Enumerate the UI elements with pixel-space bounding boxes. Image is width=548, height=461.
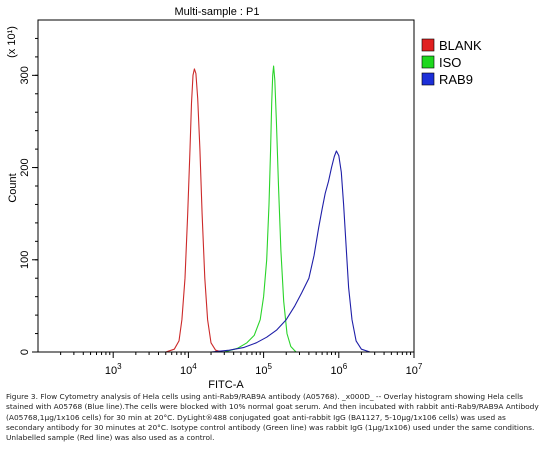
x-tick-exponent: 7 [418,362,423,371]
series-line-blank [165,68,223,353]
y-tick-label: 0 [19,349,31,355]
legend-label: RAB9 [439,72,473,87]
y-tick-label: 300 [19,66,31,84]
x-tick-base: 10 [255,365,267,377]
y-tick-label: 200 [19,158,31,176]
x-tick-label: 105 [255,362,272,377]
x-tick-base: 10 [105,365,117,377]
chart-legend: BLANK ISO RAB9 [421,38,482,87]
series-line-iso [224,65,297,353]
x-tick-base: 10 [330,365,342,377]
x-tick-exponent: 3 [117,362,122,371]
legend-swatch [421,55,435,69]
histogram-series [165,65,371,353]
y-multiplier-label: (x 10¹) [6,26,18,58]
x-tick-label: 106 [330,362,347,377]
legend-label: ISO [439,55,461,70]
figure-caption: Figure 3. Flow Cytometry analysis of Hel… [6,392,539,443]
chart-title: Multi-sample : P1 [175,6,260,18]
legend-swatch [421,38,435,52]
y-tick-label: 100 [19,251,31,269]
x-tick-label: 107 [406,362,423,377]
x-axis-label: FITC-A [208,379,244,391]
x-tick-exponent: 6 [343,362,348,371]
x-tick-label: 103 [105,362,122,377]
x-tick-label: 104 [180,362,197,377]
legend-label: BLANK [439,38,482,53]
flow-cytometry-chart: Multi-sample : P1 (x 10¹) Count FITC-A 1… [6,6,482,391]
x-tick-base: 10 [406,365,418,377]
y-axis-label: Count [7,173,19,202]
x-tick-exponent: 5 [267,362,272,371]
x-tick-base: 10 [180,365,192,377]
legend-swatch [421,72,435,86]
x-tick-exponent: 4 [192,362,197,371]
series-line-rab9 [210,150,371,353]
plot-frame [37,19,415,353]
